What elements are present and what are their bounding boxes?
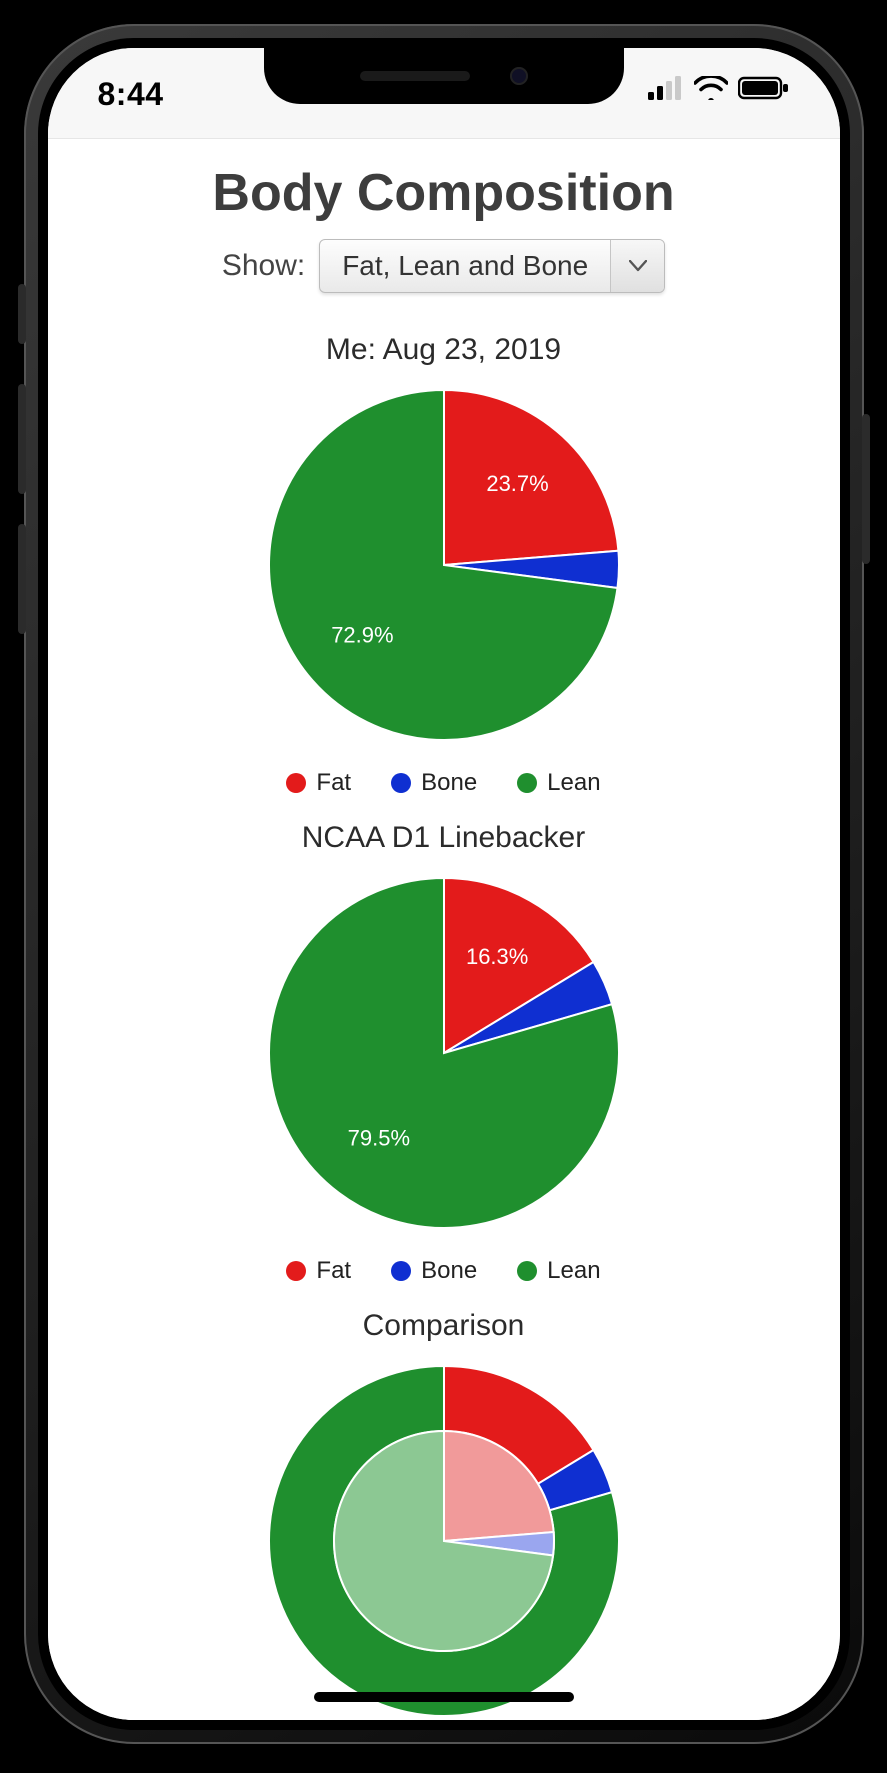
legend-dot-lean <box>517 773 537 793</box>
pie-label-lean: 79.5% <box>347 1126 409 1151</box>
legend-label: Bone <box>421 1257 477 1285</box>
side-button <box>18 284 26 344</box>
legend-dot-fat <box>286 1261 306 1281</box>
legend-dot-lean <box>517 1261 537 1281</box>
legend-item-lean: Lean <box>517 1257 600 1285</box>
cellular-icon <box>648 76 684 100</box>
legend-label: Fat <box>316 1257 351 1285</box>
show-dropdown-value: Fat, Lean and Bone <box>320 240 610 292</box>
wifi-icon <box>694 76 728 100</box>
show-dropdown[interactable]: Fat, Lean and Bone <box>319 239 665 293</box>
legend-label: Lean <box>547 769 600 797</box>
phone-frame: 8:44 <box>24 24 864 1744</box>
pie-label-fat: 16.3% <box>465 944 527 969</box>
status-time: 8:44 <box>98 76 164 113</box>
show-filter-row: Show: Fat, Lean and Bone <box>48 239 840 325</box>
chart-me-title: Me: Aug 23, 2019 <box>48 333 840 367</box>
battery-icon <box>738 76 790 100</box>
screen: 8:44 <box>48 48 840 1720</box>
legend-item-fat: Fat <box>286 769 351 797</box>
legend-label: Lean <box>547 1257 600 1285</box>
pie-label-fat: 23.7% <box>486 471 548 496</box>
legend-label: Bone <box>421 769 477 797</box>
content: Body Composition Show: Fat, Lean and Bon… <box>48 138 840 1720</box>
pie-chart-comparison <box>254 1351 634 1720</box>
legend-item-bone: Bone <box>391 1257 477 1285</box>
volume-up-button <box>18 384 26 494</box>
legend-me: Fat Bone Lean <box>48 755 840 807</box>
chart-comparison: Comparison <box>48 1301 840 1720</box>
chart-ref-title: NCAA D1 Linebacker <box>48 821 840 855</box>
home-indicator[interactable] <box>314 1692 574 1702</box>
legend-dot-bone <box>391 1261 411 1281</box>
notch <box>264 48 624 104</box>
chart-me: Me: Aug 23, 2019 23.7% 72.9% Fat Bone Lean <box>48 325 840 813</box>
pie-chart-me: 23.7% 72.9% <box>254 375 634 755</box>
legend-label: Fat <box>316 769 351 797</box>
chevron-down-icon <box>610 240 664 292</box>
chart-ref: NCAA D1 Linebacker 16.3% 79.5% Fat Bone Lea… <box>48 813 840 1301</box>
status-icons <box>648 76 790 100</box>
chart-comparison-title: Comparison <box>48 1309 840 1343</box>
pie-chart-ref: 16.3% 79.5% <box>254 863 634 1243</box>
show-label: Show: <box>222 249 305 283</box>
volume-down-button <box>18 524 26 634</box>
page-title: Body Composition <box>48 139 840 239</box>
pie-label-lean: 72.9% <box>331 622 393 647</box>
speaker-grille <box>360 71 470 81</box>
legend-item-fat: Fat <box>286 1257 351 1285</box>
front-camera <box>510 67 528 85</box>
legend-item-lean: Lean <box>517 769 600 797</box>
legend-item-bone: Bone <box>391 769 477 797</box>
power-button <box>862 414 870 564</box>
legend-dot-fat <box>286 773 306 793</box>
legend-dot-bone <box>391 773 411 793</box>
legend-ref: Fat Bone Lean <box>48 1243 840 1295</box>
